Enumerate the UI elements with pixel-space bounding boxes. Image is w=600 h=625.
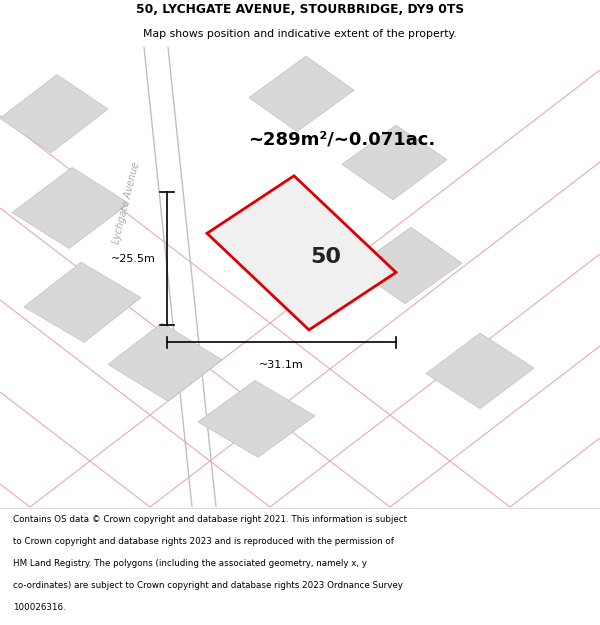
Text: ~31.1m: ~31.1m <box>259 360 304 370</box>
Text: to Crown copyright and database rights 2023 and is reproduced with the permissio: to Crown copyright and database rights 2… <box>13 537 394 546</box>
Polygon shape <box>342 125 447 200</box>
Polygon shape <box>108 323 222 401</box>
Text: 50, LYCHGATE AVENUE, STOURBRIDGE, DY9 0TS: 50, LYCHGATE AVENUE, STOURBRIDGE, DY9 0T… <box>136 3 464 16</box>
Text: Contains OS data © Crown copyright and database right 2021. This information is : Contains OS data © Crown copyright and d… <box>13 515 407 524</box>
Text: 50: 50 <box>310 248 341 268</box>
Polygon shape <box>24 262 141 343</box>
Text: co-ordinates) are subject to Crown copyright and database rights 2023 Ordnance S: co-ordinates) are subject to Crown copyr… <box>13 581 403 590</box>
Text: 100026316.: 100026316. <box>13 602 66 612</box>
Text: Map shows position and indicative extent of the property.: Map shows position and indicative extent… <box>143 29 457 39</box>
Polygon shape <box>249 56 354 132</box>
Text: HM Land Registry. The polygons (including the associated geometry, namely x, y: HM Land Registry. The polygons (includin… <box>13 559 367 568</box>
Text: ~25.5m: ~25.5m <box>111 254 156 264</box>
Text: ~289m²/~0.071ac.: ~289m²/~0.071ac. <box>248 130 436 148</box>
Polygon shape <box>12 168 129 249</box>
Polygon shape <box>0 74 108 152</box>
Polygon shape <box>426 333 534 409</box>
Polygon shape <box>207 176 396 330</box>
Polygon shape <box>354 228 462 304</box>
Text: Lychgate Avenue: Lychgate Avenue <box>111 161 141 246</box>
Polygon shape <box>198 381 315 458</box>
